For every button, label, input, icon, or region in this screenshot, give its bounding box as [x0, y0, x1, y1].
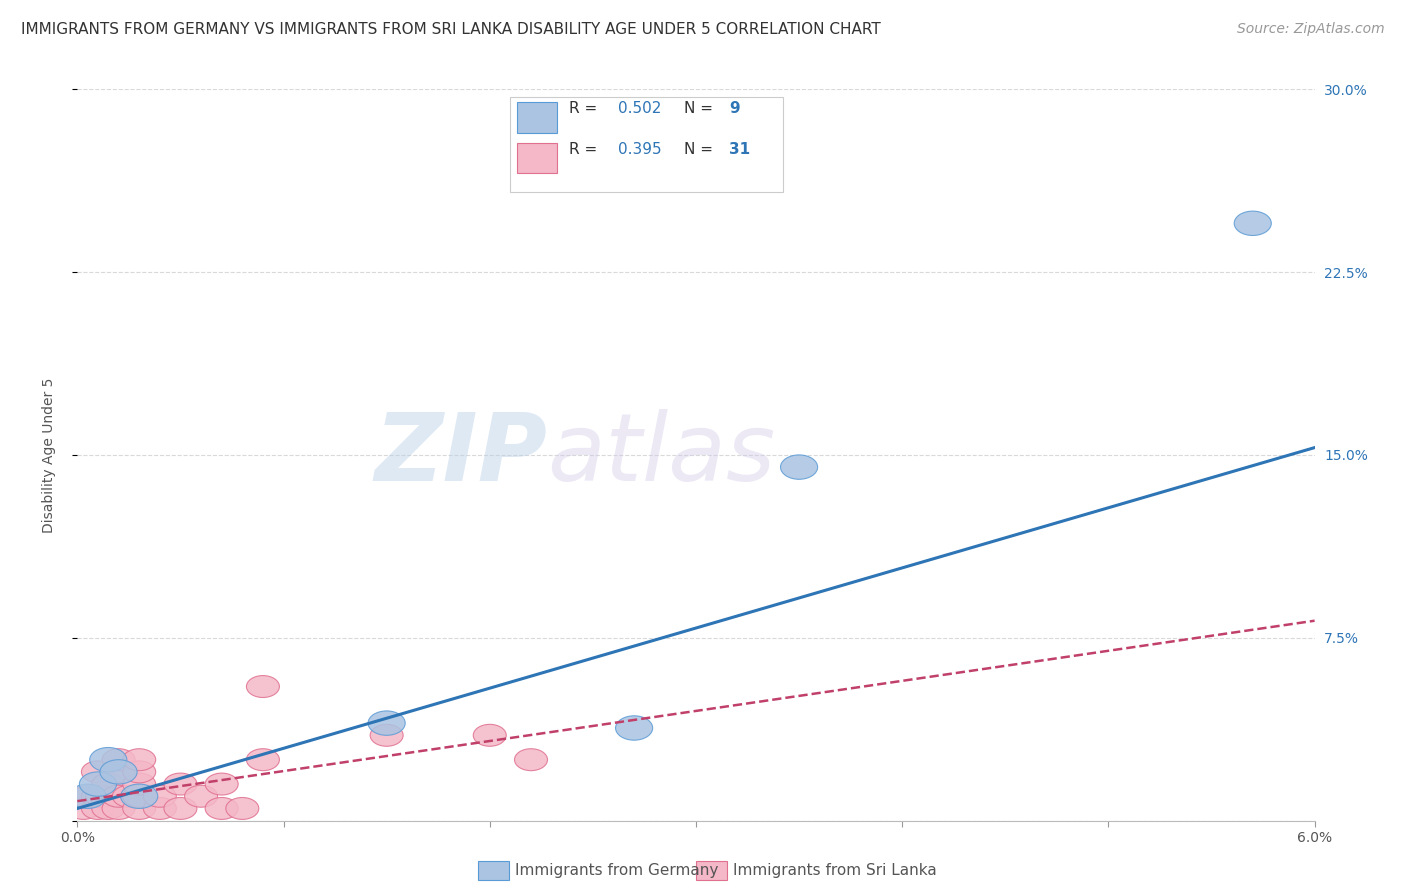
- Ellipse shape: [143, 785, 176, 807]
- Ellipse shape: [474, 724, 506, 747]
- Text: 31: 31: [730, 142, 751, 157]
- Y-axis label: Disability Age Under 5: Disability Age Under 5: [42, 377, 56, 533]
- Text: Immigrants from Sri Lanka: Immigrants from Sri Lanka: [733, 863, 936, 878]
- Ellipse shape: [112, 785, 145, 807]
- Text: Source: ZipAtlas.com: Source: ZipAtlas.com: [1237, 22, 1385, 37]
- Ellipse shape: [1234, 211, 1271, 235]
- Ellipse shape: [246, 675, 280, 698]
- Ellipse shape: [122, 748, 156, 771]
- Ellipse shape: [122, 773, 156, 795]
- FancyBboxPatch shape: [516, 103, 557, 133]
- Ellipse shape: [165, 797, 197, 820]
- Ellipse shape: [780, 455, 818, 479]
- Text: R =: R =: [568, 102, 602, 117]
- Ellipse shape: [103, 761, 135, 783]
- Text: N =: N =: [683, 142, 717, 157]
- Ellipse shape: [91, 797, 125, 820]
- Text: IMMIGRANTS FROM GERMANY VS IMMIGRANTS FROM SRI LANKA DISABILITY AGE UNDER 5 CORR: IMMIGRANTS FROM GERMANY VS IMMIGRANTS FR…: [21, 22, 880, 37]
- Ellipse shape: [82, 797, 114, 820]
- Text: 0.395: 0.395: [619, 142, 662, 157]
- Ellipse shape: [90, 747, 127, 772]
- Ellipse shape: [100, 760, 138, 784]
- Ellipse shape: [226, 797, 259, 820]
- Ellipse shape: [67, 797, 100, 820]
- Ellipse shape: [122, 785, 156, 807]
- Ellipse shape: [184, 785, 218, 807]
- Ellipse shape: [165, 773, 197, 795]
- Ellipse shape: [121, 784, 157, 808]
- Text: R =: R =: [568, 142, 602, 157]
- Ellipse shape: [515, 748, 547, 771]
- Ellipse shape: [69, 784, 107, 808]
- Ellipse shape: [205, 773, 238, 795]
- Ellipse shape: [103, 748, 135, 771]
- FancyBboxPatch shape: [516, 143, 557, 173]
- Ellipse shape: [103, 797, 135, 820]
- Ellipse shape: [616, 715, 652, 740]
- Ellipse shape: [91, 773, 125, 795]
- Text: atlas: atlas: [547, 409, 776, 500]
- Ellipse shape: [86, 785, 118, 807]
- Ellipse shape: [122, 797, 156, 820]
- Ellipse shape: [103, 785, 135, 807]
- Ellipse shape: [82, 785, 114, 807]
- Ellipse shape: [82, 761, 114, 783]
- Text: ZIP: ZIP: [374, 409, 547, 501]
- Ellipse shape: [122, 761, 156, 783]
- FancyBboxPatch shape: [510, 96, 783, 192]
- Ellipse shape: [72, 785, 104, 807]
- Ellipse shape: [370, 724, 404, 747]
- Text: 9: 9: [730, 102, 740, 117]
- Ellipse shape: [368, 711, 405, 735]
- Text: 0.502: 0.502: [619, 102, 661, 117]
- Ellipse shape: [205, 797, 238, 820]
- Text: Immigrants from Germany: Immigrants from Germany: [515, 863, 718, 878]
- Ellipse shape: [246, 748, 280, 771]
- Ellipse shape: [143, 797, 176, 820]
- Text: N =: N =: [683, 102, 717, 117]
- Ellipse shape: [79, 772, 117, 797]
